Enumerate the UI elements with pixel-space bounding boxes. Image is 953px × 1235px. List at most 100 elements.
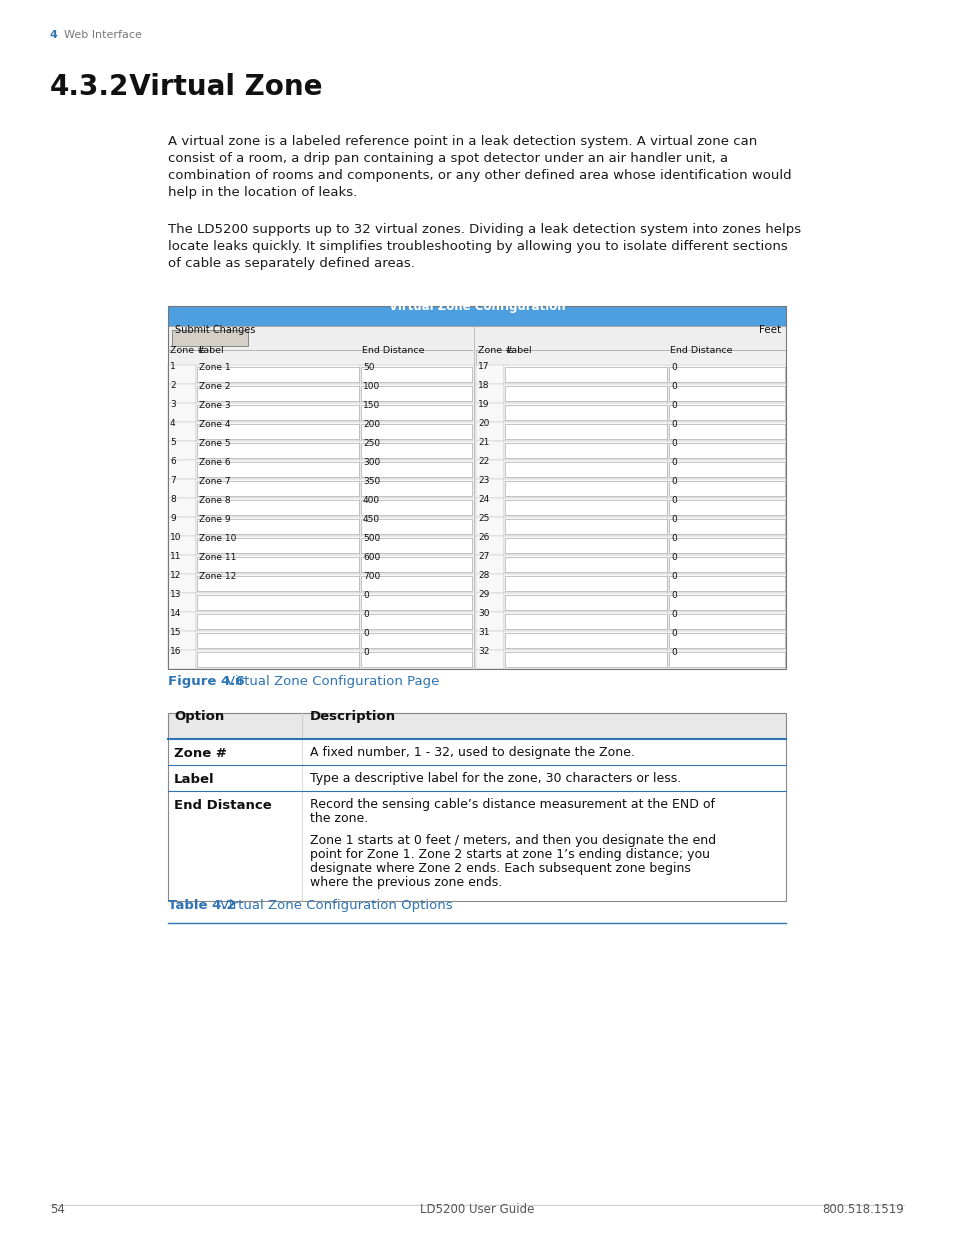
Bar <box>473 422 476 441</box>
Bar <box>504 557 666 572</box>
Bar <box>667 366 785 384</box>
Bar <box>667 441 785 459</box>
Bar <box>195 384 359 403</box>
Bar <box>168 384 195 403</box>
Bar <box>668 387 784 401</box>
Text: 0: 0 <box>670 458 676 467</box>
Text: Table 4.2: Table 4.2 <box>168 899 235 911</box>
Bar <box>196 614 358 629</box>
Bar <box>359 574 473 593</box>
Bar <box>359 441 473 459</box>
Bar <box>476 403 503 422</box>
Bar <box>360 367 472 382</box>
Text: locate leaks quickly. It simplifies troubleshooting by allowing you to isolate d: locate leaks quickly. It simplifies trou… <box>168 240 787 253</box>
Bar <box>359 631 473 650</box>
Bar <box>359 536 473 555</box>
Bar <box>360 595 472 610</box>
Bar <box>473 384 476 403</box>
Bar <box>504 634 666 648</box>
Bar <box>476 517 503 536</box>
Bar <box>503 613 667 631</box>
Text: 16: 16 <box>170 647 181 656</box>
Text: 0: 0 <box>670 382 676 391</box>
Bar <box>360 557 472 572</box>
Bar <box>168 403 195 422</box>
Text: 11: 11 <box>170 552 181 561</box>
Bar <box>360 500 472 515</box>
Bar <box>360 652 472 667</box>
Bar <box>360 519 472 534</box>
Bar <box>196 405 358 420</box>
Bar <box>360 576 472 592</box>
Text: 54: 54 <box>50 1203 65 1216</box>
Text: Zone #: Zone # <box>477 346 513 354</box>
Text: Zone 11: Zone 11 <box>199 553 236 562</box>
Bar <box>168 326 785 350</box>
Text: 150: 150 <box>363 401 380 410</box>
Text: Zone 10: Zone 10 <box>199 534 236 543</box>
Text: Virtual Zone Configuration Page: Virtual Zone Configuration Page <box>226 676 439 688</box>
Bar <box>195 650 359 669</box>
Bar <box>668 500 784 515</box>
Bar <box>503 479 667 498</box>
Bar <box>196 462 358 477</box>
Bar <box>476 555 503 574</box>
Bar <box>360 387 472 401</box>
Text: 12: 12 <box>170 571 181 580</box>
Bar <box>473 593 476 613</box>
Bar <box>503 384 667 403</box>
Text: 0: 0 <box>670 496 676 505</box>
Bar <box>503 422 667 441</box>
Bar <box>667 536 785 555</box>
Text: combination of rooms and components, or any other defined area whose identificat: combination of rooms and components, or … <box>168 169 791 182</box>
Text: 0: 0 <box>670 629 676 638</box>
Bar <box>504 367 666 382</box>
Bar <box>168 593 195 613</box>
Bar <box>473 536 476 555</box>
Bar <box>359 459 473 479</box>
Bar <box>196 576 358 592</box>
Bar <box>473 613 476 631</box>
Bar <box>503 536 667 555</box>
Text: 250: 250 <box>363 438 379 448</box>
Text: 500: 500 <box>363 534 380 543</box>
Bar <box>473 459 476 479</box>
Bar <box>196 557 358 572</box>
Bar <box>359 555 473 574</box>
Bar <box>473 574 476 593</box>
Bar <box>168 713 785 902</box>
Text: 7: 7 <box>170 475 175 485</box>
Bar <box>503 593 667 613</box>
Bar <box>195 441 359 459</box>
Text: 13: 13 <box>170 590 181 599</box>
Bar <box>168 441 195 459</box>
Bar <box>473 403 476 422</box>
Bar <box>667 498 785 517</box>
Text: 0: 0 <box>670 553 676 562</box>
Text: 50: 50 <box>363 363 375 372</box>
Bar <box>168 306 785 326</box>
Bar <box>168 366 195 384</box>
Text: End Distance: End Distance <box>361 346 424 354</box>
Text: 0: 0 <box>670 610 676 619</box>
Text: 0: 0 <box>670 515 676 524</box>
Text: 200: 200 <box>363 420 379 429</box>
Text: of cable as separately defined areas.: of cable as separately defined areas. <box>168 257 415 270</box>
Bar <box>668 443 784 458</box>
Bar <box>196 538 358 553</box>
Text: 17: 17 <box>477 362 489 370</box>
Bar <box>195 631 359 650</box>
Text: End Distance: End Distance <box>669 346 732 354</box>
Bar <box>504 519 666 534</box>
Text: 0: 0 <box>670 363 676 372</box>
Bar <box>476 459 503 479</box>
Bar <box>168 631 195 650</box>
Text: The LD5200 supports up to 32 virtual zones. Dividing a leak detection system int: The LD5200 supports up to 32 virtual zon… <box>168 224 801 236</box>
Bar <box>503 517 667 536</box>
Text: designate where Zone 2 ends. Each subsequent zone begins: designate where Zone 2 ends. Each subseq… <box>310 862 690 876</box>
Bar <box>360 634 472 648</box>
Text: 3: 3 <box>170 400 175 409</box>
Bar <box>473 555 476 574</box>
Bar <box>504 500 666 515</box>
Bar <box>667 403 785 422</box>
